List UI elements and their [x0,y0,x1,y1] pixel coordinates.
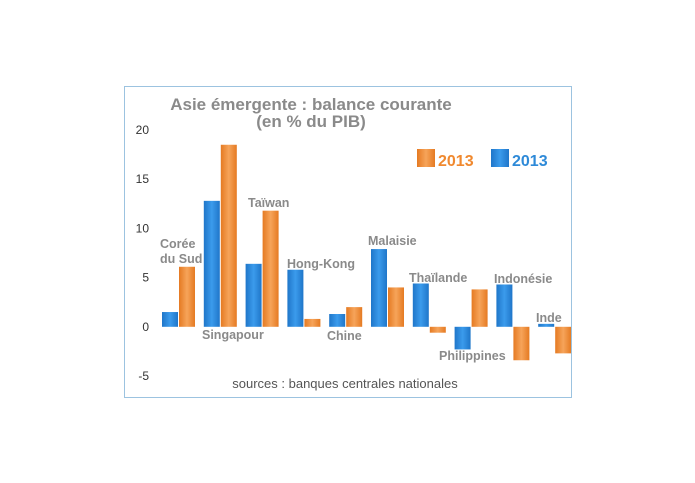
y-axis: 20 15 10 5 0 -5 [136,123,150,383]
y-tick-label: 20 [136,123,150,137]
y-tick-label: 0 [142,320,149,334]
chart-title-line-2: (en % du PIB) [256,112,366,131]
bar-series-2-6 [429,326,446,333]
category-label: Inde [536,311,562,325]
bar-series-1-3 [287,269,304,327]
bar-series-2-0 [179,266,195,327]
bar-series-2-7 [471,289,488,327]
bar-series-1-8 [496,284,513,327]
category-label: Hong-Kong [287,257,355,271]
y-tick-label: 5 [142,271,149,285]
category-label: Taïwan [248,196,289,210]
bar-series-2-5 [388,287,404,327]
bar-series-2-2 [262,210,279,327]
legend-swatch [417,149,435,167]
legend: 2013 2013 [417,149,548,170]
category-label: Malaisie [368,234,417,248]
bar-series-1-5 [371,249,387,327]
y-tick-label: 10 [136,221,150,235]
bar-series-1-7 [454,326,471,350]
bar-series-2-1 [220,144,237,327]
source-note: sources : banques centrales nationales [232,376,458,391]
bar-series-1-2 [245,263,262,327]
bar-chart: Asie émergente : balance courante (en % … [136,95,571,391]
category-label: Indonésie [494,272,552,286]
y-tick-label: 15 [136,172,150,186]
legend-label: 2013 [512,153,548,170]
bar-series-1-9 [538,323,555,327]
chart-title-line-1: Asie émergente : balance courante [170,95,452,114]
bar-series-1-0 [162,312,178,327]
bar-series-2-9 [555,326,571,354]
legend-swatch [491,149,509,167]
category-label: Thaïlande [409,271,467,285]
category-label: Chine [327,329,362,343]
bars [162,144,571,361]
category-label: Corée [160,237,195,251]
legend-label: 2013 [438,153,474,170]
bar-series-1-1 [203,200,220,327]
bar-series-2-8 [513,326,530,361]
category-label: Singapour [202,328,264,342]
category-label: Philippines [439,349,506,363]
bar-series-2-3 [304,318,321,327]
chart-frame: Asie émergente : balance courante (en % … [124,86,572,398]
category-label: du Sud [160,252,202,266]
y-tick-label: -5 [138,369,149,383]
bar-series-2-4 [346,307,363,327]
bar-series-1-4 [329,314,346,327]
bar-series-1-6 [412,283,429,327]
